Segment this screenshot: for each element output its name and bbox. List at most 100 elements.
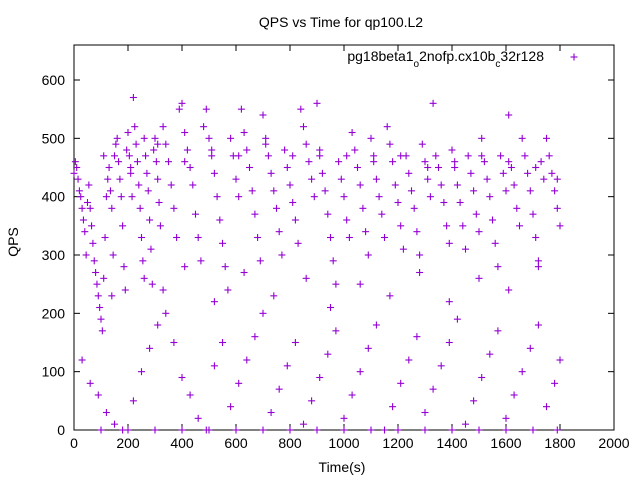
data-point [124,129,132,136]
data-point [208,146,216,154]
data-point [210,169,218,177]
data-point [448,146,456,154]
data-point [275,385,283,393]
data-point [386,140,394,148]
data-point [251,210,259,218]
data-point [332,280,340,288]
data-point [117,193,125,201]
data-point [108,292,116,300]
data-point [308,175,316,183]
data-point [429,99,437,107]
data-point [85,181,93,189]
data-point [381,234,388,241]
data-point [343,152,351,160]
data-point [240,269,248,276]
x-tick-label: 800 [278,435,302,451]
data-point [262,134,270,142]
legend-label-part: o [414,59,420,70]
data-point [521,152,529,160]
data-point [202,105,210,113]
data-point [120,263,128,271]
data-point [213,193,221,201]
data-point [181,129,189,136]
data-point [383,123,391,131]
data-point [367,134,375,142]
data-point [140,274,148,282]
data-point [424,175,432,183]
data-point [178,99,186,107]
data-point [170,339,178,346]
data-point [437,362,445,370]
data-point [432,152,440,160]
data-point [551,187,559,195]
data-point [286,426,294,434]
data-point [475,228,483,236]
data-point [313,426,321,434]
data-point [104,175,112,183]
data-point [426,193,434,201]
data-point [173,234,181,241]
data-point [464,152,472,160]
data-point [162,140,170,148]
legend-entry-label: pg18beta1o2nofp.cx10bc32r128 [347,48,544,70]
data-point [472,210,480,218]
data-point [259,309,267,317]
data-point [75,187,83,195]
y-tick-label: 600 [42,72,66,88]
data-point [505,286,513,294]
data-point [381,426,388,434]
x-tick-label: 400 [170,435,194,451]
data-point [181,158,189,166]
data-point [133,158,141,166]
data-point [545,152,553,160]
data-point [146,344,154,352]
data-point [281,146,289,154]
data-point [340,193,348,201]
data-point [270,187,278,195]
data-point [81,228,89,236]
data-point [445,339,453,346]
data-point [486,193,494,201]
data-point [507,164,515,171]
data-point [121,286,129,294]
data-point [316,374,324,381]
data-point [148,280,156,288]
data-point [397,152,405,160]
data-point [275,228,283,236]
data-point [553,426,561,434]
data-point [470,187,478,195]
data-point [119,222,127,230]
data-point [399,245,407,253]
data-point [138,234,145,241]
data-point [494,263,502,271]
data-point [132,140,140,148]
data-point [154,175,162,183]
data-point [551,379,559,387]
data-point [82,251,90,259]
y-tick-label: 500 [42,130,66,146]
data-point [143,169,151,177]
data-point [451,158,459,166]
data-point [113,134,121,142]
data-point [526,187,534,195]
data-point [154,140,162,148]
data-point [283,164,291,171]
data-point [389,403,397,411]
data-point [429,385,437,393]
data-point [370,152,378,160]
data-point [405,169,413,177]
data-point [302,274,310,282]
legend-label-part: 2nofp.cx10b [419,48,495,64]
data-point [156,222,164,230]
data-point [327,234,334,241]
data-point [308,397,316,405]
data-point [532,164,540,171]
data-point [186,164,194,171]
data-point [337,175,345,183]
y-tick-label: 100 [42,364,66,380]
data-point [227,403,235,411]
data-point [375,193,383,201]
data-point [494,327,502,335]
data-points [70,94,564,434]
data-point [232,426,240,434]
